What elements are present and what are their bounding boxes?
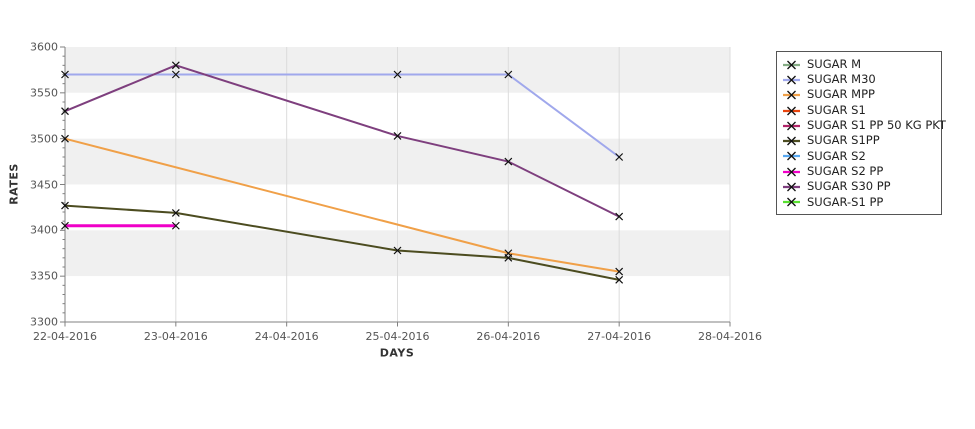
legend-item-sugar-mpp[interactable]: SUGAR MPP [783,88,935,103]
y-tick-label: 3400 [30,223,58,237]
data-point-marker [61,201,69,210]
legend-item-sugar-m30[interactable]: SUGAR M30 [783,72,935,87]
x-tick-label: 23-04-2016 [143,330,208,343]
x-axis-title: DAYS [379,346,415,360]
legend-item-sugar-s1-pp-50kg[interactable]: SUGAR S1 PP 50 KG PKT [783,118,946,133]
legend-marker-line-and-x-icon [783,136,800,146]
y-tick-label: 3600 [30,40,58,54]
data-point-marker [504,70,513,79]
legend-marker-line-and-x-icon [783,121,800,131]
data-point-marker [615,275,624,284]
data-point-marker [61,134,69,143]
series-label: SUGAR MPP [807,87,875,102]
legend-marker-line-and-x-icon [783,167,800,177]
y-tick-label: 3300 [30,315,58,329]
y-tick-label: 3550 [30,86,58,100]
data-point-marker [61,70,69,79]
legend-box: SUGAR M SUGAR M30 SUGAR MPP SUGAR S1 SUG… [776,51,946,215]
series-marker-icon [783,89,800,101]
data-point-marker [171,221,180,230]
data-point-marker [504,253,513,262]
legend-marker-line-and-x-icon [783,75,800,85]
legend-item-sugar-s30-pp[interactable]: SUGAR S30 PP [783,179,935,194]
series-marker-icon [783,120,800,132]
series-marker-icon [783,135,800,147]
series-label: SUGAR M [807,56,862,71]
x-tick-label: 26-04-2016 [476,330,541,343]
data-point-marker [171,70,180,79]
legend-item-sugar-m[interactable]: SUGAR M [783,57,935,72]
legend-item-sugar-s1-pp2[interactable]: SUGAR-S1 PP [783,195,935,210]
x-tick-label: 27-04-2016 [587,330,652,343]
legend-marker-line-and-x-icon [783,182,800,192]
data-point-marker [61,221,69,230]
data-point-marker [615,153,624,161]
legend-marker-line-and-x-icon [783,106,800,115]
data-point-marker [61,107,69,116]
x-tick-label: 22-04-2016 [33,330,97,343]
data-point-marker [615,267,624,276]
series-marker-icon [783,150,800,162]
data-point-marker [393,131,402,140]
legend-item-sugar-s2[interactable]: SUGAR S2 [783,149,935,164]
legend-marker-line-and-x-icon [783,90,800,100]
series-label: SUGAR-S1 PP [807,194,884,209]
series-label: SUGAR S1PP [807,133,880,148]
y-tick-label: 3350 [30,269,58,283]
series-label: SUGAR S2 PP [807,163,884,178]
series-marker-icon [783,181,800,193]
legend-item-sugar-s1pp[interactable]: SUGAR S1PP [783,133,935,148]
series-marker-icon [783,105,800,117]
data-point-marker [171,61,180,70]
data-point-marker [615,212,624,221]
series-label: SUGAR S30 PP [807,179,891,194]
series-label: SUGAR S1 PP 50 KG PKT [807,118,946,133]
data-point-marker [393,246,402,255]
legend-marker-line-and-x-icon [783,60,800,70]
legend-marker-line-and-x-icon [783,197,800,207]
y-tick-label: 3450 [30,178,58,191]
x-tick-label: 25-04-2016 [365,330,430,343]
legend-marker-line-and-x-icon [783,151,800,161]
series-marker-icon [783,196,800,208]
series-label: SUGAR S1 [807,102,866,117]
series-marker-icon [783,59,800,71]
x-tick-label: 24-04-2016 [254,330,319,343]
series-label: SUGAR M30 [807,72,876,87]
legend-item-sugar-s2-pp[interactable]: SUGAR S2 PP [783,164,935,179]
data-point-marker [393,70,402,79]
data-point-marker [171,208,180,217]
series-label: SUGAR S2 [807,148,866,163]
series-marker-icon [783,74,800,86]
y-tick-label: 3500 [30,132,58,146]
x-tick-label: 28-04-2016 [698,330,762,343]
legend-item-sugar-s1[interactable]: SUGAR S1 [783,103,935,118]
y-axis-title: RATES [7,163,21,205]
series-marker-icon [783,166,800,178]
data-point-marker [504,157,513,166]
